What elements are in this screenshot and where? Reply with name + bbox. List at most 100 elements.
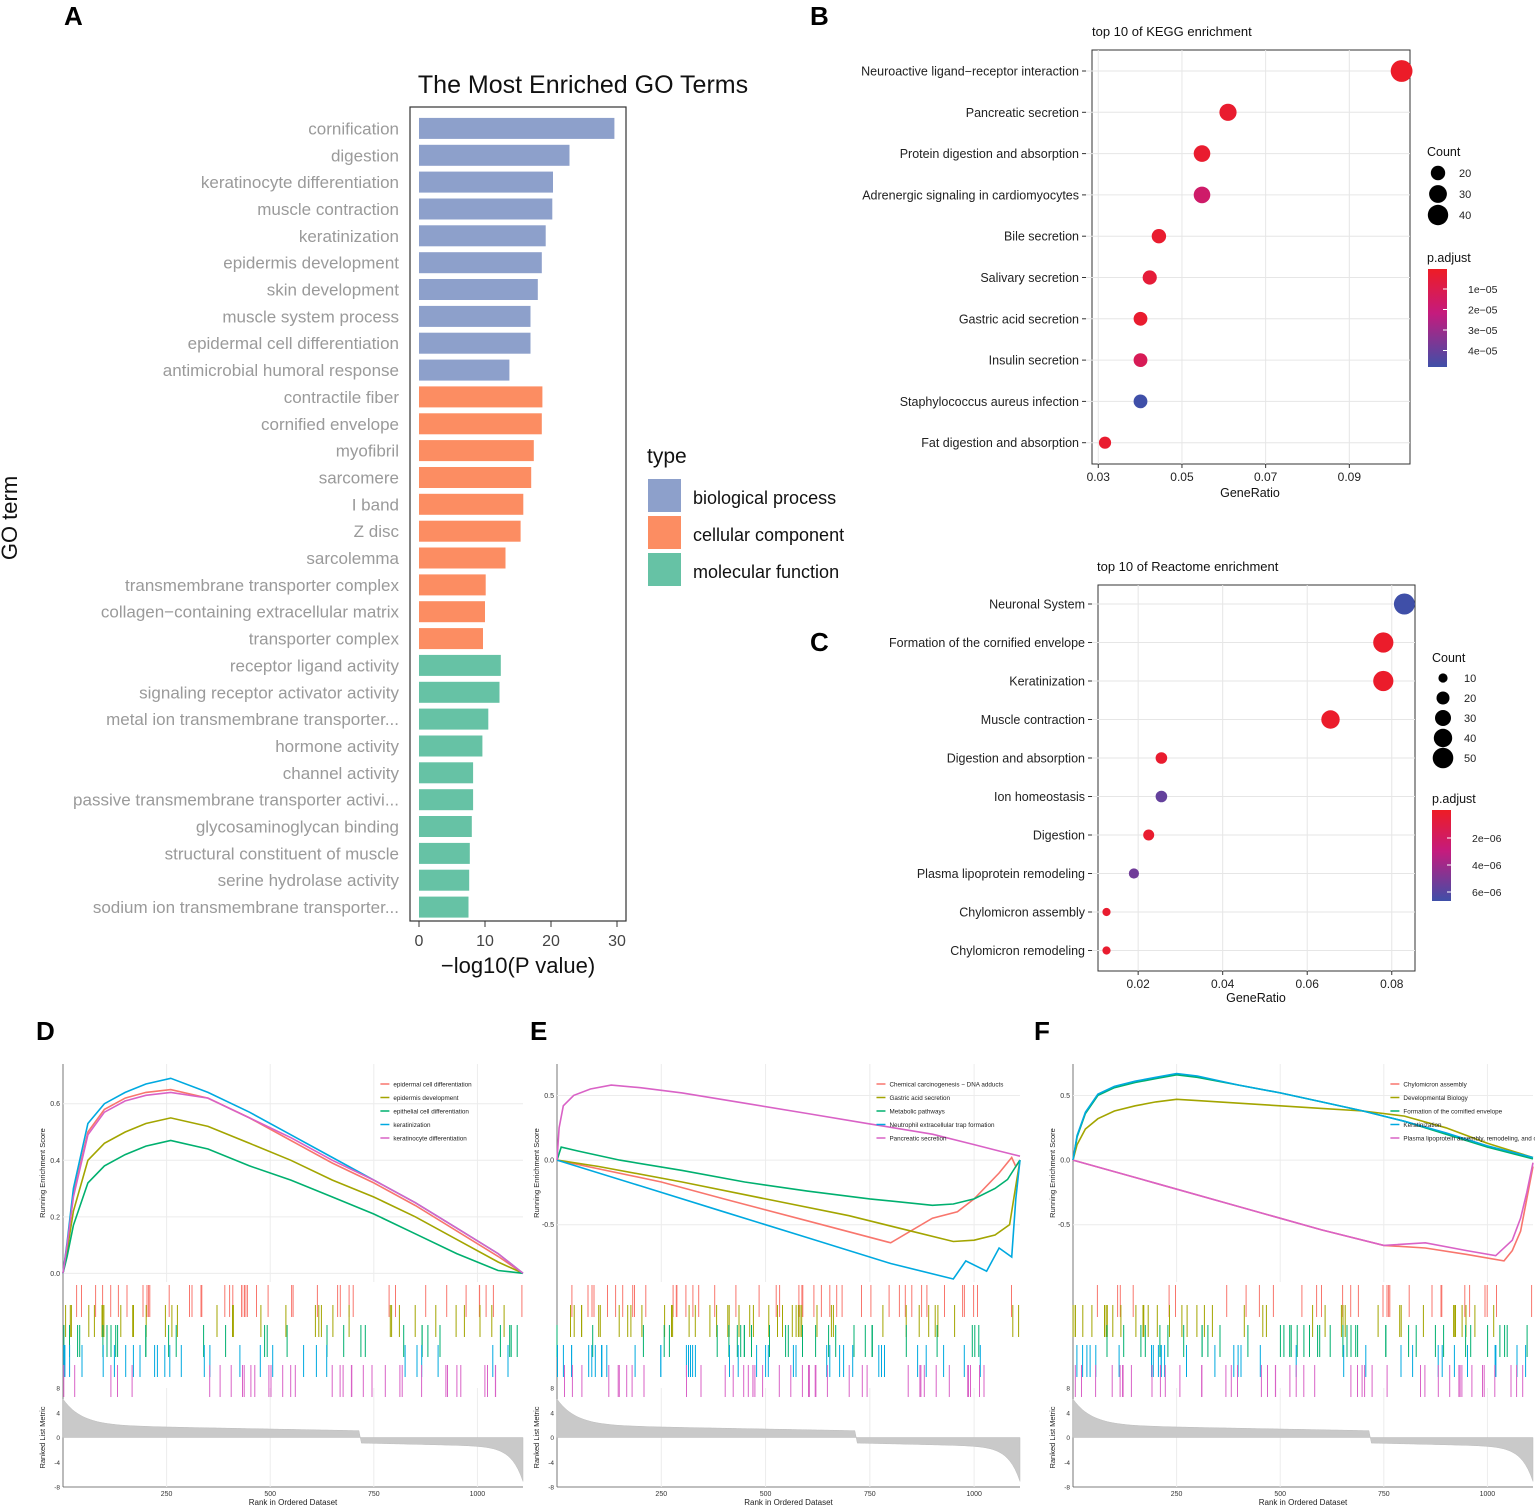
kegg-term-label: Staphylococcus aureus infection bbox=[900, 395, 1079, 409]
kegg-color-tick-label: 4e−05 bbox=[1468, 346, 1498, 358]
kegg-point-gastric-acid-secretion bbox=[1133, 311, 1148, 326]
kegg-x-tick-label: 0.05 bbox=[1170, 470, 1194, 484]
gsea-running-score-label: Running Enrichment Score bbox=[532, 1128, 541, 1218]
reactome-size-legend-label: 10 bbox=[1464, 673, 1476, 685]
reactome-point-ion-homeostasis bbox=[1155, 790, 1168, 803]
go-x-tick-label: 0 bbox=[415, 933, 424, 950]
go-bar-metal-ion-transmembrane-transporter bbox=[419, 708, 489, 730]
gsea-metric-tick-label: -4 bbox=[548, 1460, 554, 1467]
go-term-label: serine hydrolase activity bbox=[218, 871, 400, 890]
go-bar-antimicrobial-humoral-response bbox=[419, 359, 510, 381]
legend-label-cellular-component: cellular component bbox=[693, 525, 844, 545]
kegg-color-tick-label: 2e−05 bbox=[1468, 305, 1498, 317]
go-bar-keratinocyte-differentiation bbox=[419, 171, 553, 193]
gsea-metric-tick-label: 4 bbox=[56, 1410, 60, 1417]
go-bar-serine-hydrolase-activity bbox=[419, 869, 470, 891]
gsea-line-pancreatic-secretion bbox=[556, 1084, 1021, 1161]
gsea-line-epidermis-development bbox=[62, 1117, 524, 1275]
reactome-term-label: Keratinization bbox=[1009, 675, 1085, 689]
gsea-legend-label: Formation of the cornified envelope bbox=[1403, 1109, 1502, 1116]
kegg-point-salivary-secretion bbox=[1142, 270, 1157, 285]
go-bar-sarcolemma bbox=[419, 547, 506, 569]
gsea-line-chylomicron-assembly bbox=[1072, 1159, 1534, 1262]
gsea-line-epithelial-cell-differentiation bbox=[62, 1139, 524, 1275]
gsea-x-tick-label: 750 bbox=[864, 1491, 876, 1498]
reactome-title: top 10 of Reactome enrichment bbox=[1097, 559, 1279, 574]
gsea-metric-tick-label: -4 bbox=[1064, 1460, 1070, 1467]
kegg-dot-plot: top 10 of KEGG enrichment 0.03 0.05 0.07 0.… bbox=[861, 24, 1497, 500]
reactome-term-label: Neuronal System bbox=[989, 598, 1085, 612]
gsea-x-tick-label: 750 bbox=[1378, 1491, 1390, 1498]
panel-letter-d: D bbox=[36, 1016, 55, 1046]
reactome-color-bar bbox=[1432, 810, 1451, 901]
gsea-y-tick-label: 0.5 bbox=[544, 1093, 554, 1100]
gsea-metric-tick-label: -4 bbox=[54, 1460, 60, 1467]
gsea-ranked-metric-area bbox=[1072, 1398, 1534, 1482]
gsea-x-tick-label: 1000 bbox=[470, 1491, 486, 1498]
go-term-label: passive transmembrane transporter activi… bbox=[73, 791, 399, 810]
go-term-label: channel activity bbox=[283, 764, 400, 783]
go-bar-keratinization bbox=[419, 225, 546, 247]
kegg-point-adrenergic-signaling-in-cardiomyocytes bbox=[1193, 186, 1211, 204]
gsea-running-score-label: Running Enrichment Score bbox=[38, 1128, 47, 1218]
go-bar-cornification bbox=[419, 117, 615, 139]
gsea-running-score-label: Running Enrichment Score bbox=[1048, 1128, 1057, 1218]
go-bar-sodium-ion-transmembrane-transporter bbox=[419, 896, 469, 918]
kegg-color-tick-label: 3e−05 bbox=[1468, 325, 1498, 337]
kegg-x-tick-label: 0.09 bbox=[1338, 470, 1362, 484]
gsea-x-tick-label: 750 bbox=[368, 1491, 380, 1498]
panel-letter-f: F bbox=[1034, 1016, 1050, 1046]
gsea-legend-label: Neutrophil extracellular trap formation bbox=[889, 1122, 994, 1129]
go-bar-myofibril bbox=[419, 440, 534, 462]
go-term-label: antimicrobial humoral response bbox=[163, 361, 399, 380]
go-term-label: collagen−containing extracellular matrix bbox=[101, 603, 400, 622]
go-term-label: digestion bbox=[331, 146, 399, 165]
legend-label-molecular-function: molecular function bbox=[693, 562, 839, 582]
kegg-color-legend-title: p.adjust bbox=[1427, 251, 1471, 265]
reactome-point-digestion bbox=[1143, 829, 1155, 841]
gsea-legend-label: keratinization bbox=[393, 1122, 431, 1129]
gsea-legend-label: epidermal cell differentiation bbox=[393, 1082, 472, 1089]
gsea-x-tick-label: 500 bbox=[760, 1491, 772, 1498]
go-bar-muscle-contraction bbox=[419, 198, 553, 220]
kegg-size-legend: Count 20 30 40 bbox=[1427, 145, 1471, 226]
gsea-y-tick-label: 0.4 bbox=[50, 1158, 60, 1165]
go-term-label: sarcolemma bbox=[306, 549, 399, 568]
reactome-size-legend-label: 30 bbox=[1464, 713, 1476, 725]
go-bar-epidermis-development bbox=[419, 252, 542, 274]
gsea-y-tick-label: 0.6 bbox=[50, 1101, 60, 1108]
reactome-size-legend-dot bbox=[1433, 728, 1453, 748]
reactome-size-legend-dot bbox=[1436, 691, 1450, 705]
kegg-term-label: Adrenergic signaling in cardiomyocytes bbox=[862, 188, 1079, 202]
go-term-label: skin development bbox=[267, 281, 400, 300]
gsea-ranked-metric-label: Ranked List Metric bbox=[1048, 1406, 1057, 1468]
kegg-size-legend-dot bbox=[1427, 204, 1449, 226]
gsea-legend-label: Developmental Biology bbox=[1403, 1095, 1468, 1102]
go-term-label: structural constituent of muscle bbox=[165, 844, 399, 863]
kegg-term-label: Neuroactive ligand−receptor interaction bbox=[861, 65, 1079, 79]
go-term-label: sodium ion transmembrane transporter... bbox=[93, 898, 399, 917]
kegg-point-bile-secretion bbox=[1151, 229, 1167, 244]
go-bar-cornified-envelope bbox=[419, 413, 542, 435]
gsea-legend-label: Chylomicron assembly bbox=[1403, 1082, 1467, 1089]
gsea-y-tick-label: 0.2 bbox=[50, 1214, 60, 1221]
gsea-y-tick-label: -0.5 bbox=[1058, 1222, 1070, 1229]
gsea-metric-tick-label: 8 bbox=[1066, 1386, 1070, 1393]
reactome-term-label: Chylomicron remodeling bbox=[950, 944, 1085, 958]
go-x-axis-label: −log10(P value) bbox=[441, 953, 595, 978]
kegg-term-label: Bile secretion bbox=[1004, 230, 1079, 244]
gsea-legend-label: Chemical carcinogenesis − DNA adducts bbox=[889, 1082, 1003, 1089]
go-x-tick-label: 10 bbox=[476, 933, 494, 950]
gsea-line-neutrophil-extracellular-trap-formation bbox=[556, 1159, 1021, 1280]
reactome-point-formation-of-the-cornified-envelope bbox=[1373, 632, 1394, 653]
gsea-x-tick-label: 250 bbox=[161, 1491, 173, 1498]
go-bar-chart: The Most Enriched GO Terms GO term −log1… bbox=[0, 71, 844, 978]
reactome-point-muscle-contraction bbox=[1321, 710, 1340, 729]
go-term-label: epidermal cell differentiation bbox=[188, 334, 399, 353]
gsea-metric-tick-label: -8 bbox=[1064, 1485, 1070, 1492]
go-x-tick-label: 30 bbox=[608, 933, 626, 950]
reactome-color-tick-label: 6e−06 bbox=[1472, 887, 1502, 899]
gsea-x-axis-label: Rank in Ordered Dataset bbox=[744, 1498, 833, 1507]
gsea-x-tick-label: 500 bbox=[1274, 1491, 1286, 1498]
